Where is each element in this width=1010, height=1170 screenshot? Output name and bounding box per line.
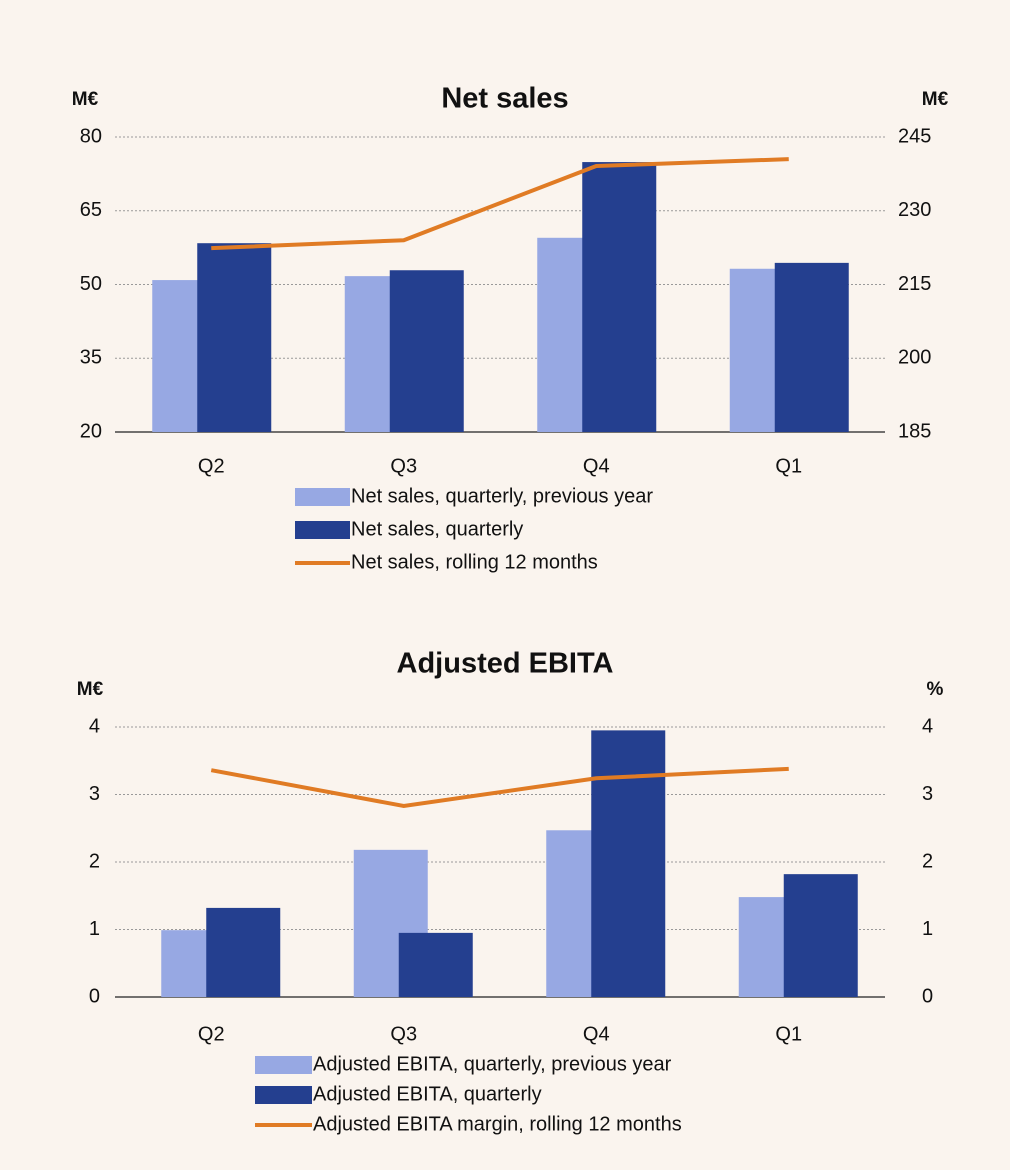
y2-tick-label: 2 [922, 850, 933, 872]
legend-label: Net sales, quarterly [351, 518, 523, 540]
bar [591, 730, 666, 997]
y2-tick-label: 4 [922, 715, 933, 737]
y-tick-label: 0 [89, 985, 100, 1007]
y-axis-label: M€ [77, 679, 104, 700]
y2-tick-label: 0 [922, 985, 933, 1007]
y2-tick-label: 245 [898, 125, 931, 147]
legend-swatch [255, 1086, 312, 1104]
y-tick-label: 3 [89, 783, 100, 805]
y-tick-label: 2 [89, 850, 100, 872]
bar [206, 907, 281, 997]
x-tick-label: Q1 [775, 1023, 802, 1045]
x-tick-label: Q3 [390, 455, 417, 477]
legend-label: Net sales, quarterly, previous year [351, 485, 653, 507]
x-tick-label: Q3 [390, 1023, 417, 1045]
y2-axis-label: % [927, 679, 944, 700]
bar [389, 270, 464, 432]
y2-tick-label: 3 [922, 783, 933, 805]
y2-tick-label: 185 [898, 420, 931, 442]
y-tick-label: 20 [80, 420, 102, 442]
y2-tick-label: 1 [922, 918, 933, 940]
bar [398, 932, 473, 997]
x-tick-label: Q2 [198, 1023, 225, 1045]
x-tick-label: Q1 [775, 455, 802, 477]
y-tick-label: 50 [80, 273, 102, 295]
y2-axis-label: M€ [922, 89, 949, 110]
line-series [211, 157, 789, 251]
legend-label: Adjusted EBITA, quarterly, previous year [313, 1053, 672, 1075]
y2-tick-label: 200 [898, 347, 931, 369]
chart-title: Adjusted EBITA [397, 648, 614, 680]
legend-swatch [255, 1056, 312, 1074]
legend-label: Adjusted EBITA, quarterly [313, 1083, 542, 1105]
x-tick-label: Q4 [583, 1023, 610, 1045]
y2-tick-label: 215 [898, 273, 931, 295]
y2-tick-label: 230 [898, 199, 931, 221]
legend-swatch [295, 488, 350, 506]
y-tick-label: 65 [80, 199, 102, 221]
chart-title: Net sales [441, 83, 568, 115]
y-tick-label: 1 [89, 918, 100, 940]
bar [783, 874, 858, 997]
y-tick-label: 35 [80, 347, 102, 369]
bar [774, 262, 849, 432]
x-tick-label: Q2 [198, 455, 225, 477]
legend-label: Adjusted EBITA margin, rolling 12 months [313, 1113, 682, 1135]
legend-swatch [295, 521, 350, 539]
y-tick-label: 80 [80, 125, 102, 147]
legend-label: Net sales, rolling 12 months [351, 551, 598, 573]
y-axis-label: M€ [72, 89, 99, 110]
y-tick-label: 4 [89, 715, 100, 737]
line-series [210, 766, 789, 809]
bar [582, 162, 657, 432]
x-tick-label: Q4 [583, 455, 610, 477]
bar [197, 243, 272, 432]
